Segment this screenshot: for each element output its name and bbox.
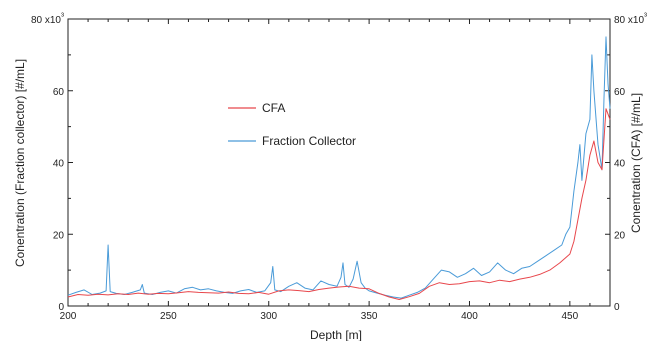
y-tick-label-right-3: 60 (614, 87, 626, 98)
y-tick-label-right-1: 20 (614, 230, 626, 241)
plot-area: 200 250 300 350 400 450 0 20 40 60 80 x10³ 0 20 40 60 8… (31, 11, 647, 322)
x-tick-label-350: 350 (361, 311, 378, 322)
series-line-fraction-collector (67, 36, 611, 299)
x-tick-label-200: 200 (60, 311, 77, 322)
x-tick-label-250: 250 (160, 311, 177, 322)
y-tick-label-left-0: 0 (58, 302, 64, 313)
series-line-cfa (67, 108, 611, 300)
legend-label-cfa: CFA (262, 101, 285, 115)
x-axis-title: Depth [m] (310, 328, 362, 341)
y-tick-label-right-2: 40 (614, 159, 626, 170)
y-tick-label-left-1: 20 (53, 230, 65, 241)
left-y-axis-title-group: Conentration (Fraction collector) [#/mL] (13, 59, 27, 267)
y-tick-label-left-2: 40 (53, 159, 65, 170)
legend: CFA Fraction Collector (228, 101, 356, 148)
y-tick-label-left-3: 60 (53, 87, 65, 98)
x-tick-label-450: 450 (562, 311, 579, 322)
legend-label-fraction-collector: Fraction Collector (262, 134, 356, 148)
x-tick-label-300: 300 (260, 311, 277, 322)
right-y-axis-title-group: Conentration (CFA) [#/mL] (629, 93, 643, 233)
x-tick-label-400: 400 (461, 311, 478, 322)
plot-frame (67, 18, 611, 307)
y-tick-label-left-4: 80 x10³ (31, 11, 64, 26)
left-y-axis-title: Conentration (Fraction collector) [#/mL] (13, 59, 27, 267)
right-y-axis-title: Conentration (CFA) [#/mL] (629, 93, 643, 233)
y-tick-label-right-4: 80 x10³ (614, 11, 647, 26)
y-tick-label-right-0: 0 (614, 302, 620, 313)
